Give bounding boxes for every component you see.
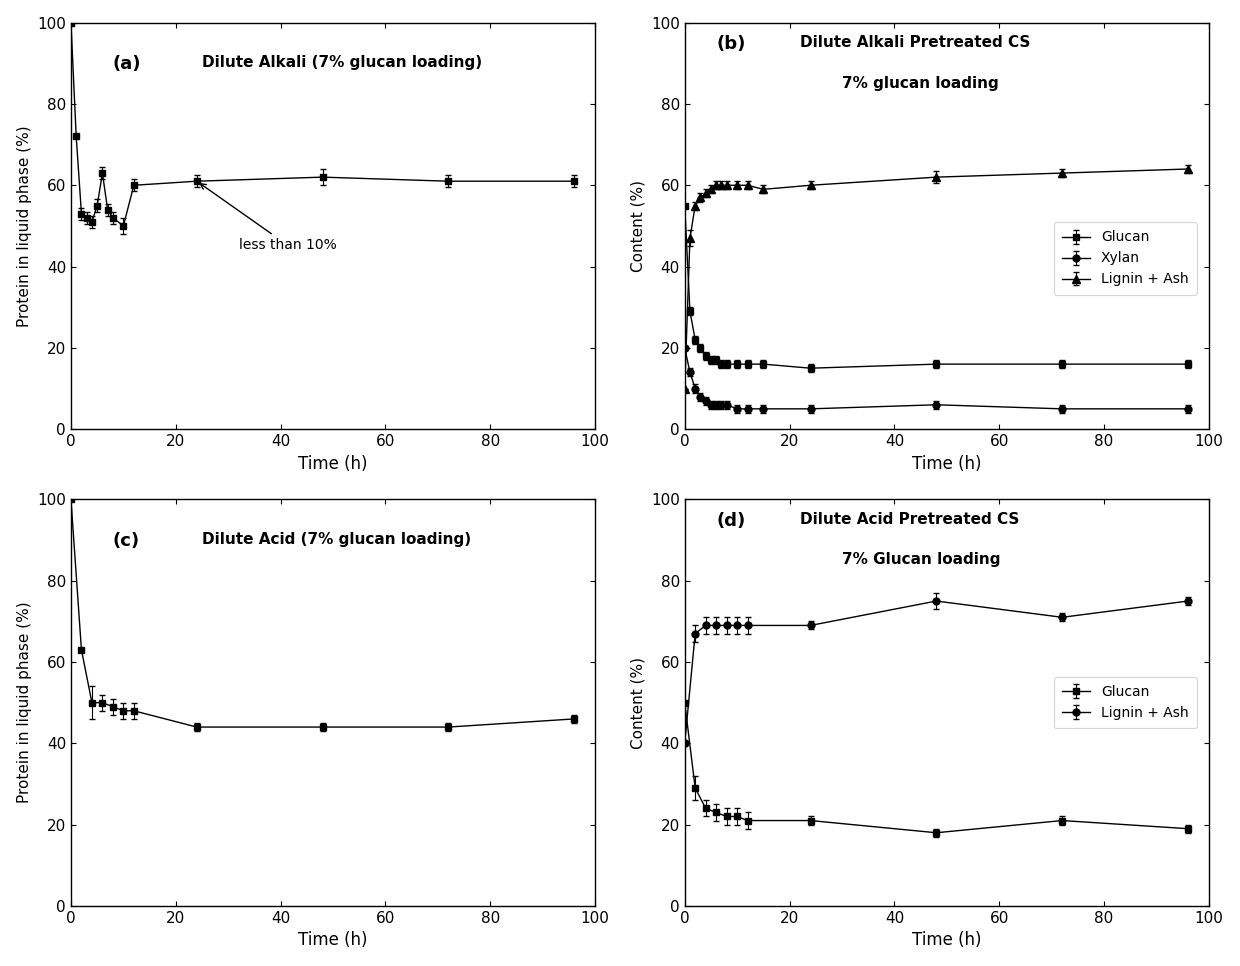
- X-axis label: Time (h): Time (h): [299, 931, 368, 950]
- Text: Dilute Alkali Pretreated CS: Dilute Alkali Pretreated CS: [800, 35, 1030, 50]
- Y-axis label: Content (%): Content (%): [630, 180, 645, 271]
- Legend: Glucan, Lignin + Ash: Glucan, Lignin + Ash: [1054, 677, 1197, 728]
- Text: less than 10%: less than 10%: [201, 184, 336, 252]
- Text: 7% glucan loading: 7% glucan loading: [842, 75, 998, 91]
- X-axis label: Time (h): Time (h): [913, 455, 982, 472]
- Text: Dilute Acid (7% glucan loading): Dilute Acid (7% glucan loading): [202, 532, 471, 547]
- X-axis label: Time (h): Time (h): [913, 931, 982, 950]
- Text: (c): (c): [113, 532, 140, 550]
- Y-axis label: Protein in liquid phase (%): Protein in liquid phase (%): [16, 602, 32, 804]
- Text: (a): (a): [113, 55, 141, 73]
- Text: 7% Glucan loading: 7% Glucan loading: [842, 553, 1001, 567]
- Text: Dilute Acid Pretreated CS: Dilute Acid Pretreated CS: [800, 512, 1019, 526]
- Y-axis label: Content (%): Content (%): [630, 657, 645, 749]
- Text: (d): (d): [717, 512, 745, 529]
- Y-axis label: Protein in liquid phase (%): Protein in liquid phase (%): [16, 126, 32, 327]
- Text: Dilute Alkali (7% glucan loading): Dilute Alkali (7% glucan loading): [202, 55, 482, 71]
- X-axis label: Time (h): Time (h): [299, 455, 368, 472]
- Legend: Glucan, Xylan, Lignin + Ash: Glucan, Xylan, Lignin + Ash: [1054, 222, 1197, 295]
- Text: (b): (b): [717, 35, 745, 53]
